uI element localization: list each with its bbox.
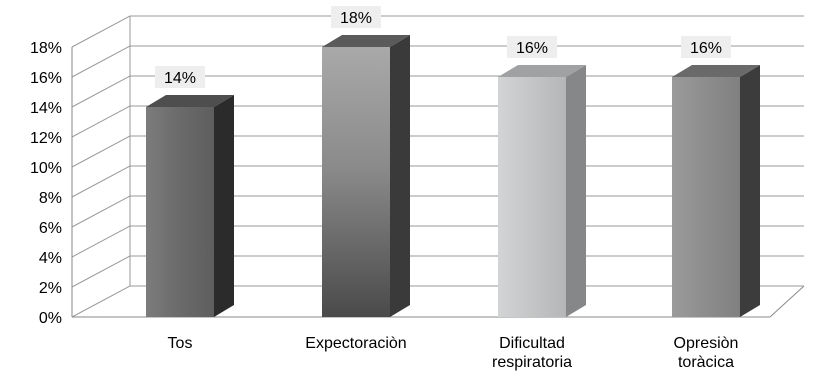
y-tick-label: 6% bbox=[39, 220, 62, 237]
side-gridline bbox=[71, 15, 131, 48]
category-label: respiratoria bbox=[492, 354, 572, 371]
floor-right-edge bbox=[769, 285, 805, 318]
side-gridline bbox=[71, 45, 131, 78]
data-label: 14% bbox=[164, 70, 196, 87]
data-label-box bbox=[331, 6, 381, 28]
bar-front bbox=[146, 107, 214, 317]
side-gridline bbox=[71, 105, 131, 138]
side-gridline bbox=[71, 75, 131, 108]
bar-side bbox=[214, 95, 234, 317]
data-label: 16% bbox=[690, 40, 722, 57]
bar-top bbox=[146, 95, 234, 107]
y-tick-label: 4% bbox=[39, 250, 62, 267]
y-tick-label: 0% bbox=[39, 310, 62, 327]
side-gridline bbox=[71, 165, 131, 198]
y-tick-label: 14% bbox=[30, 100, 62, 117]
bar-front bbox=[672, 77, 740, 317]
bar-top bbox=[498, 65, 586, 77]
y-tick-label: 8% bbox=[39, 190, 62, 207]
side-gridline bbox=[71, 285, 131, 318]
bar bbox=[146, 95, 234, 317]
bar-front bbox=[498, 77, 566, 317]
category-label: Tos bbox=[168, 335, 193, 352]
category-label: Expectoraciòn bbox=[305, 335, 406, 352]
data-label-box bbox=[681, 36, 731, 58]
bar bbox=[672, 65, 760, 317]
y-tick-label: 18% bbox=[30, 40, 62, 57]
side-gridline bbox=[71, 255, 131, 288]
side-gridline bbox=[71, 225, 131, 258]
data-label: 16% bbox=[516, 40, 548, 57]
y-tick-label: 12% bbox=[30, 130, 62, 147]
bar bbox=[322, 35, 410, 317]
data-label: 18% bbox=[340, 10, 372, 27]
y-tick-label: 16% bbox=[30, 70, 62, 87]
category-label: Opresiòn bbox=[674, 335, 739, 352]
bar-side bbox=[390, 35, 410, 317]
x-axis-labels: Tos Expectoraciòn Dificultad respiratoria Op… bbox=[168, 335, 739, 371]
bar-front bbox=[322, 47, 390, 317]
bar-side bbox=[566, 65, 586, 317]
category-label: toràcica bbox=[678, 354, 734, 371]
y-axis: 0% 2% 4% 6% 8% 10% 12% 14% 16% 18% bbox=[30, 40, 62, 327]
bars bbox=[146, 35, 760, 317]
side-gridline bbox=[71, 135, 131, 168]
bar-top bbox=[672, 65, 760, 77]
data-label-box bbox=[155, 66, 205, 88]
data-labels: 14% 18% 16% 16% bbox=[155, 6, 731, 88]
side-gridline bbox=[71, 195, 131, 228]
category-label: Dificultad bbox=[499, 335, 565, 352]
bar-side bbox=[740, 65, 760, 317]
bar bbox=[498, 65, 586, 317]
bar-top bbox=[322, 35, 410, 47]
y-tick-label: 10% bbox=[30, 160, 62, 177]
y-tick-label: 2% bbox=[39, 280, 62, 297]
data-label-box bbox=[507, 36, 557, 58]
